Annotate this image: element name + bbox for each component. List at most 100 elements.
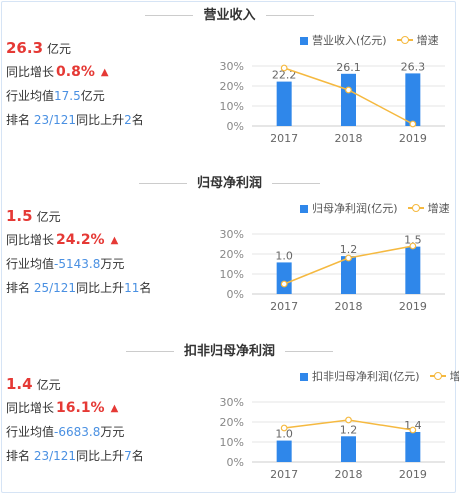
growth-point bbox=[280, 424, 288, 432]
rank-change-value: 7 bbox=[124, 449, 132, 463]
bar bbox=[405, 73, 421, 126]
metric-summary: 1.4 亿元 同比增长 16.1% ▲ 行业均值-6683.8万元 排名 23/121… bbox=[6, 372, 144, 468]
bar-value-label: 1.0 bbox=[275, 428, 293, 441]
y-tick-label: 30% bbox=[220, 60, 244, 73]
x-tick-label: 2019 bbox=[399, 468, 427, 481]
yoy-label: 同比增长 bbox=[6, 65, 55, 79]
x-tick-label: 2019 bbox=[399, 132, 427, 145]
bar-value-label: 1.5 bbox=[404, 234, 422, 247]
x-tick-label: 2018 bbox=[335, 468, 363, 481]
growth-point bbox=[409, 426, 417, 434]
x-tick-label: 2018 bbox=[335, 300, 363, 313]
rank-change-label: 同比上升 bbox=[76, 281, 125, 295]
industry-value: -5143.8 bbox=[54, 257, 101, 271]
bar-value-label: 1.0 bbox=[275, 249, 293, 262]
section-title: 扣非归母净利润 bbox=[0, 340, 459, 359]
metric-value: 1.4 bbox=[6, 375, 33, 393]
section-title-text: 扣非归母净利润 bbox=[183, 344, 275, 359]
bar bbox=[405, 246, 421, 294]
rank-change-unit: 名 bbox=[139, 281, 152, 295]
legend-line-swatch bbox=[429, 372, 446, 380]
section-title-text: 营业收入 bbox=[203, 8, 256, 23]
y-tick-label: 0% bbox=[227, 120, 244, 133]
yoy-label: 同比增长 bbox=[6, 401, 55, 415]
legend-bar-swatch bbox=[300, 373, 308, 381]
y-tick-label: 30% bbox=[220, 396, 244, 409]
title-divider-right bbox=[265, 15, 314, 16]
industry-label: 行业均值 bbox=[6, 89, 55, 103]
industry-label: 行业均值 bbox=[6, 257, 55, 271]
legend-line-label: 增速 bbox=[416, 34, 439, 47]
y-tick-label: 10% bbox=[220, 100, 244, 113]
chart-net-profit: 30% 20% 10% 0% 1.0 2017 1.2 2018 1.5 2019 bbox=[220, 228, 445, 313]
industry-unit: 万元 bbox=[100, 257, 125, 271]
rank-label: 排名 bbox=[6, 281, 31, 295]
bar bbox=[341, 256, 356, 294]
industry-unit: 亿元 bbox=[80, 89, 105, 103]
section-revenue: 营业收入 26.3 亿元 同比增长 0.8% ▲ 行业均值17.5亿元 排名 23/1… bbox=[0, 0, 459, 165]
metric-unit: 亿元 bbox=[36, 378, 61, 392]
y-tick-label: 30% bbox=[220, 228, 244, 241]
y-tick-label: 10% bbox=[220, 436, 244, 449]
arrow-up-icon: ▲ bbox=[100, 67, 109, 78]
metric-summary: 1.5 亿元 同比增长 24.2% ▲ 行业均值-5143.8万元 排名 25/121… bbox=[6, 204, 151, 300]
bar bbox=[276, 440, 292, 462]
y-tick-label: 10% bbox=[220, 268, 244, 281]
section-title-text: 归母净利润 bbox=[196, 176, 262, 191]
rank-label: 排名 bbox=[6, 113, 31, 127]
growth-point bbox=[280, 280, 288, 288]
industry-value: -6683.8 bbox=[54, 425, 101, 439]
rank-value: 23/121 bbox=[33, 113, 77, 127]
legend-bar-label: 扣非归母净利润(亿元) bbox=[312, 370, 420, 383]
bar-value-label: 26.3 bbox=[401, 60, 426, 73]
growth-point bbox=[345, 416, 352, 424]
metric-unit: 亿元 bbox=[47, 42, 72, 56]
yoy-value: 0.8% bbox=[56, 64, 95, 80]
legend-bar-swatch bbox=[300, 37, 308, 45]
x-tick-label: 2017 bbox=[270, 468, 298, 481]
bar-value-label: 26.1 bbox=[336, 61, 361, 74]
industry-value: 17.5 bbox=[54, 89, 81, 103]
x-tick-label: 2018 bbox=[335, 132, 363, 145]
bar bbox=[341, 73, 356, 126]
growth-point bbox=[409, 242, 417, 250]
rank-change-unit: 名 bbox=[131, 449, 144, 463]
yoy-value: 24.2% bbox=[56, 232, 105, 248]
y-tick-label: 20% bbox=[220, 248, 244, 261]
section-title: 归母净利润 bbox=[0, 172, 459, 191]
x-tick-label: 2019 bbox=[399, 300, 427, 313]
yoy-value: 16.1% bbox=[56, 400, 105, 416]
chart-revenue: 30% 20% 10% 0% 22.2 2017 26.1 2018 26.3 2019 bbox=[220, 60, 445, 145]
x-tick-label: 2017 bbox=[270, 132, 298, 145]
bar-value-label: 22.2 bbox=[272, 69, 297, 82]
metric-unit: 亿元 bbox=[36, 210, 61, 224]
arrow-up-icon: ▲ bbox=[110, 235, 119, 246]
legend-line-label: 增速 bbox=[427, 202, 450, 215]
rank-label: 排名 bbox=[6, 449, 31, 463]
section-deducted-net-profit: 扣非归母净利润 1.4 亿元 同比增长 16.1% ▲ 行业均值-6683.8万元 排… bbox=[0, 336, 459, 501]
x-tick-label: 2017 bbox=[270, 300, 298, 313]
chart-legend: 扣非归母净利润(亿元) 增速 bbox=[300, 368, 459, 384]
legend-line-swatch bbox=[396, 36, 413, 44]
panel-frame bbox=[1, 1, 456, 493]
growth-point bbox=[345, 86, 352, 94]
chart-legend: 营业收入(亿元) 增速 bbox=[300, 32, 439, 48]
metric-value: 1.5 bbox=[6, 207, 33, 225]
rank-change-value: 2 bbox=[124, 113, 132, 127]
legend-line-label: 增速 bbox=[449, 370, 459, 383]
legend-bar-label: 营业收入(亿元) bbox=[312, 34, 387, 47]
metric-value: 26.3 bbox=[6, 39, 44, 57]
industry-unit: 万元 bbox=[100, 425, 125, 439]
title-divider-left bbox=[138, 183, 187, 184]
title-divider-left bbox=[145, 15, 194, 16]
rank-change-value: 11 bbox=[124, 281, 140, 295]
legend-line-swatch bbox=[407, 204, 424, 212]
chart-legend: 归母净利润(亿元) 增速 bbox=[300, 200, 450, 216]
metric-summary: 26.3 亿元 同比增长 0.8% ▲ 行业均值17.5亿元 排名 23/121同比上… bbox=[6, 36, 144, 132]
title-divider-right bbox=[272, 183, 320, 184]
section-net-profit: 归母净利润 1.5 亿元 同比增长 24.2% ▲ 行业均值-5143.8万元 排名 … bbox=[0, 168, 459, 333]
y-tick-label: 20% bbox=[220, 80, 244, 93]
growth-point bbox=[280, 64, 288, 72]
y-tick-label: 0% bbox=[227, 456, 244, 469]
